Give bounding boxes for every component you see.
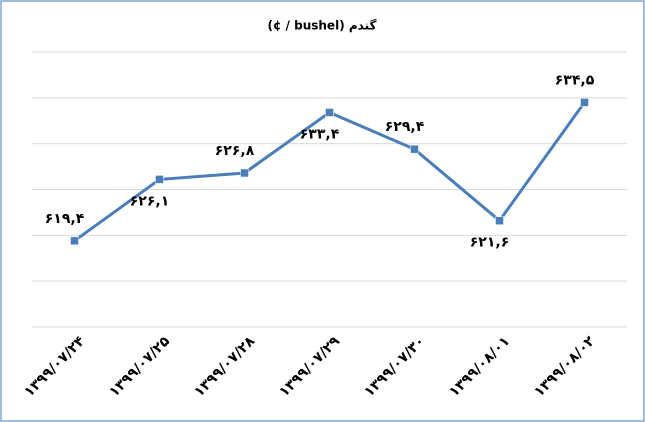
point-marker [325, 108, 334, 117]
point-marker [240, 168, 249, 178]
point-marker [580, 98, 589, 107]
data-label: ۶۲۱,۶ [470, 235, 510, 251]
data-label: ۶۱۹,۴ [45, 211, 85, 227]
data-label: ۶۳۴,۵ [555, 72, 595, 88]
data-label: ۶۲۶,۱ [130, 193, 170, 209]
point-marker [155, 175, 164, 184]
chart-title: گندم (bushel / ¢) [268, 19, 377, 34]
data-label: ۶۲۹,۴ [385, 119, 425, 135]
point-marker [410, 144, 419, 154]
point-marker [70, 236, 79, 246]
data-label: ۶۳۳,۴ [300, 127, 340, 143]
data-label: ۶۲۶,۸ [215, 143, 255, 159]
point-marker [495, 216, 504, 225]
